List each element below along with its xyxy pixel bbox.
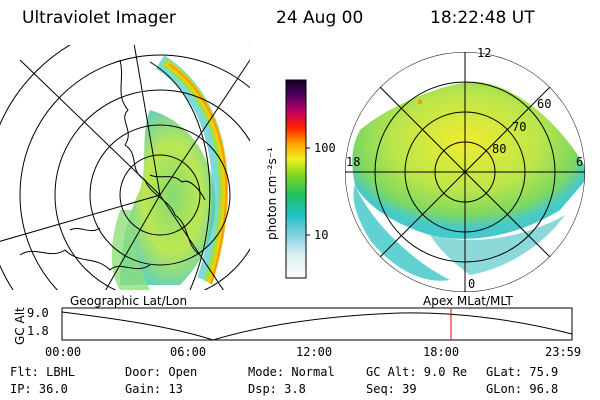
altitude-ytick-9: 9.0 [27, 306, 49, 320]
mlt-label-12: 12 [477, 46, 492, 60]
aurora-emission-geo [120, 110, 216, 285]
geographic-map-label: Geographic Lat/Lon [70, 294, 188, 308]
time-tick-0600: 06:00 [170, 345, 207, 359]
colorbar-tick-100: 100 [314, 141, 336, 155]
polar-plot-label: Apex MLat/MLT [423, 294, 513, 308]
altitude-ylabel: GC Alt [13, 307, 27, 345]
colorbar-tick-10: 10 [314, 228, 329, 242]
instrument-title: Ultraviolet Imager [22, 8, 176, 28]
status-seq: Seq: 39 [366, 382, 417, 396]
status-mode: Mode: Normal [248, 365, 335, 379]
status-glat: GLat: 75.9 [486, 365, 559, 379]
time-tick-0000: 00:00 [45, 345, 82, 359]
mlt-label-18: 18 [346, 155, 361, 169]
status-glon: GLon: 96.8 [486, 382, 559, 396]
observation-date: 24 Aug 00 [276, 8, 364, 28]
mlat-label-60: 60 [537, 97, 552, 111]
status-filter: Flt: LBHL [10, 365, 76, 379]
coastline [19, 59, 206, 271]
mlt-label-6: 6 [576, 155, 584, 169]
altitude-trace [61, 311, 573, 341]
mlat-label-70: 70 [512, 120, 527, 134]
status-gain: Gain: 13 [125, 382, 183, 396]
status-dsp: Dsp: 3.8 [248, 382, 306, 396]
time-tick-2359: 23:59 [545, 345, 582, 359]
mlat-label-80: 80 [492, 142, 507, 156]
mlt-label-0: 0 [468, 277, 476, 291]
time-tick-1200: 12:00 [296, 345, 333, 359]
status-gc-alt: GC Alt: 9.0 Re [366, 365, 468, 379]
time-tick-1800: 18:00 [423, 345, 460, 359]
altitude-ytick-1-8: 1.8 [27, 324, 49, 338]
status-ip: IP: 36.0 [10, 382, 68, 396]
observation-time: 18:22:48 UT [430, 8, 535, 28]
status-door: Door: Open [125, 365, 198, 379]
